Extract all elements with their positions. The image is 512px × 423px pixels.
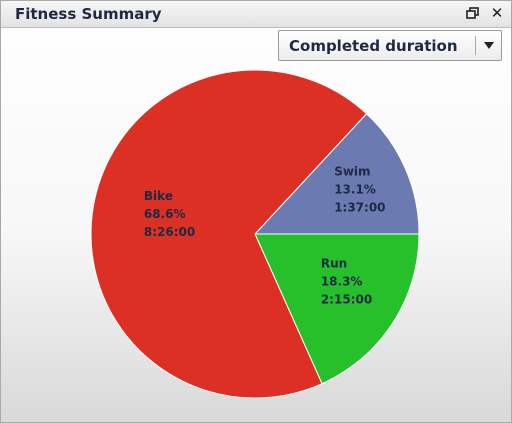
pie-slice-swim[interactable]: [253, 113, 420, 235]
widget-title: Fitness Summary: [15, 5, 162, 23]
pie-label-run: Run 18.3% 2:15:00: [321, 257, 372, 307]
pie-label-bike: Bike 68.6% 8:26:00: [144, 189, 195, 239]
restore-window-icon[interactable]: [463, 4, 481, 22]
pie-slice-bike[interactable]: [90, 69, 368, 399]
pie-label-swim: Swim 13.1% 1:37:00: [334, 164, 385, 214]
dropdown-divider: [475, 36, 476, 55]
close-icon[interactable]: ✕: [490, 4, 504, 22]
metric-dropdown[interactable]: Completed duration: [278, 30, 502, 61]
pie-slice-run[interactable]: [254, 233, 420, 385]
duration-pie-chart: Swim 13.1% 1:37:00 Run 18.3% 2:15:00 Bike 68.6%…: [90, 69, 420, 399]
metric-dropdown-value: Completed duration: [289, 37, 458, 55]
chevron-down-icon[interactable]: [478, 36, 500, 55]
widget-titlebar: Fitness Summary ✕: [1, 1, 511, 28]
